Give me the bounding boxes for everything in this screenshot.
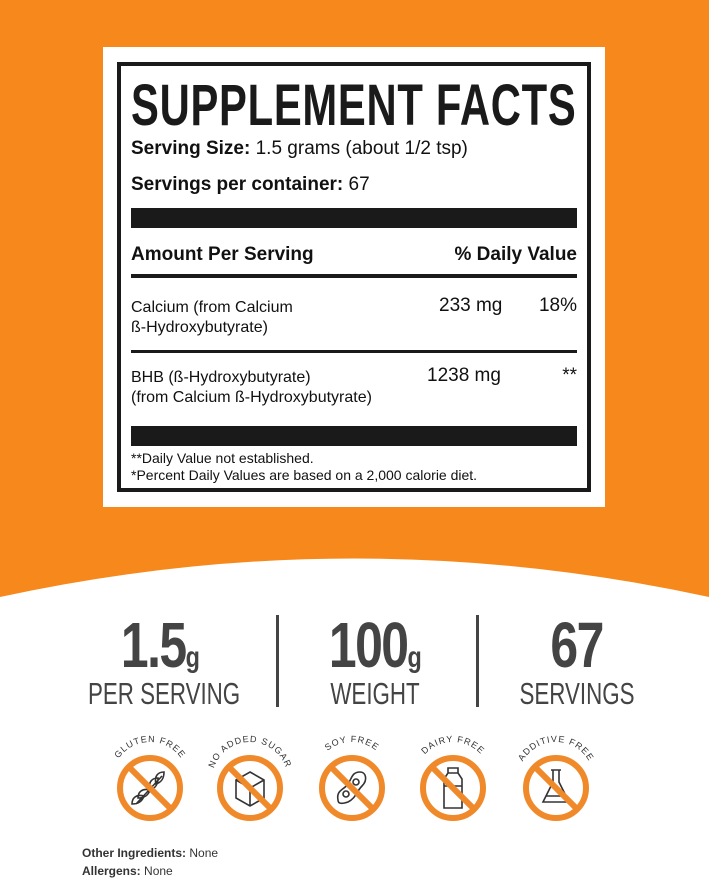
thick-divider bbox=[131, 208, 577, 228]
name-line: (from Calcium ß-Hydroxybutyrate) bbox=[131, 389, 372, 406]
no-circle-icon bbox=[420, 755, 486, 821]
name-line: Calcium (from Calcium bbox=[131, 299, 293, 316]
badge-additive-free: ADDITIVE FREE bbox=[511, 734, 601, 825]
unit: g bbox=[185, 641, 200, 674]
serving-size-label: Serving Size: bbox=[131, 138, 251, 159]
footnote-percent: *Percent Daily Values are based on a 2,0… bbox=[131, 467, 478, 483]
no-circle-icon bbox=[523, 755, 589, 821]
name-line: ß-Hydroxybutyrate) bbox=[131, 319, 268, 336]
row-bhb-amount: 1238 mg bbox=[427, 365, 501, 386]
badge-soy-free: SOY FREE bbox=[307, 734, 397, 825]
servings-per-container: Servings per container: 67 bbox=[131, 174, 370, 196]
badge-text: SOY FREE bbox=[323, 735, 382, 753]
other-ingredients: Other Ingredients: None bbox=[82, 846, 218, 860]
stat-per-serving: 1.5g PER SERVING bbox=[60, 608, 260, 712]
stat-value: 1.5g bbox=[121, 608, 200, 682]
stat-weight: 100g WEIGHT bbox=[275, 608, 475, 712]
value: 67 bbox=[550, 609, 605, 681]
row-bhb-dv: ** bbox=[562, 365, 577, 386]
row-calcium-dv: 18% bbox=[538, 295, 577, 316]
footnote-dv: **Daily Value not established. bbox=[131, 450, 314, 466]
value: 1.5 bbox=[121, 609, 187, 681]
supplement-facts-panel: SUPPLEMENT FACTS Serving Size: 1.5 grams… bbox=[103, 47, 605, 507]
serving-size: Serving Size: 1.5 grams (about 1/2 tsp) bbox=[131, 138, 468, 160]
thick-divider bbox=[131, 426, 577, 446]
servings-value: 67 bbox=[348, 174, 370, 195]
allergens: Allergens: None bbox=[82, 864, 173, 878]
stat-value: 67 bbox=[550, 608, 605, 682]
unit: g bbox=[407, 641, 422, 674]
badge-gluten-free: GLUTEN FREE bbox=[105, 734, 195, 825]
badge-text: DAIRY FREE bbox=[419, 735, 487, 756]
stat-divider bbox=[476, 615, 479, 707]
row-bhb-name: BHB (ß-Hydroxybutyrate) (from Calcium ß-H… bbox=[131, 368, 372, 408]
no-circle-icon bbox=[117, 755, 183, 821]
badge-dairy-free: DAIRY FREE bbox=[408, 734, 498, 825]
value: None bbox=[144, 864, 173, 878]
stat-label: WEIGHT bbox=[330, 676, 420, 711]
stat-divider bbox=[276, 615, 279, 707]
dv-header: % Daily Value bbox=[454, 244, 577, 265]
value: 100 bbox=[329, 609, 409, 681]
badge-text: NO ADDED SUGAR bbox=[206, 735, 293, 769]
no-circle-icon bbox=[319, 755, 385, 821]
value: None bbox=[189, 846, 219, 860]
label: Allergens: bbox=[82, 864, 141, 878]
row-calcium-name: Calcium (from Calcium ß-Hydroxybutyrate) bbox=[131, 298, 293, 338]
divider bbox=[131, 274, 577, 278]
divider bbox=[131, 350, 577, 353]
row-calcium-amount: 233 mg bbox=[439, 295, 503, 316]
supplement-facts-label: SUPPLEMENT FACTS Serving Size: 1.5 grams… bbox=[117, 62, 591, 492]
label-title: SUPPLEMENT FACTS bbox=[131, 73, 577, 138]
stat-label: PER SERVING bbox=[88, 676, 241, 711]
name-line: BHB (ß-Hydroxybutyrate) bbox=[131, 369, 311, 386]
stat-servings: 67 SERVINGS bbox=[477, 608, 677, 712]
stat-value: 100g bbox=[329, 608, 422, 682]
label: Other Ingredients: bbox=[82, 846, 187, 860]
stat-label: SERVINGS bbox=[519, 676, 635, 711]
serving-size-value: 1.5 grams (about 1/2 tsp) bbox=[255, 138, 468, 159]
amount-header: Amount Per Serving bbox=[131, 244, 314, 265]
no-circle-icon bbox=[217, 755, 283, 821]
badge-no-added-sugar: NO ADDED SUGAR bbox=[205, 734, 295, 825]
servings-label: Servings per container: bbox=[131, 174, 344, 195]
